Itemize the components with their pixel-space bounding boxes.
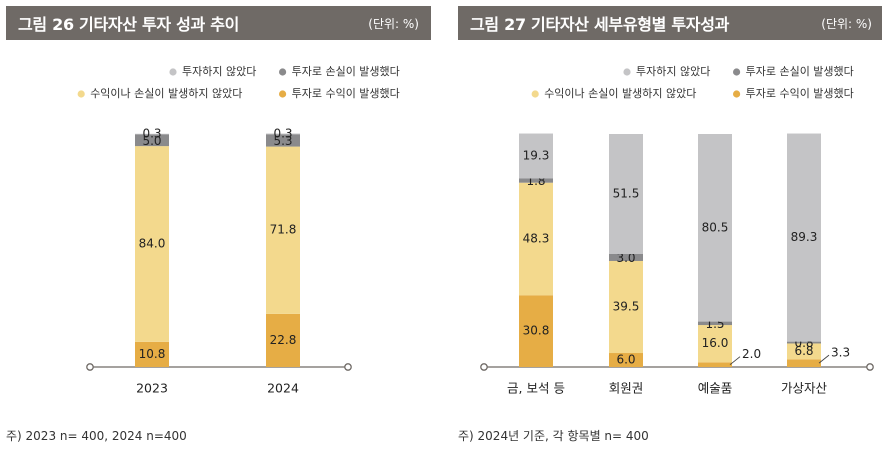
right-data-label-no_gain_no_loss-0: 48.3 <box>523 231 550 245</box>
left-category-label-0: 2023 <box>136 381 168 396</box>
left-legend-swatch-loss <box>279 68 287 76</box>
right-legend-label-no_gain_no_loss: 수익이나 손실이 발생하지 않았다 <box>544 86 696 100</box>
right-data-label-not_invested-3: 89.3 <box>791 230 818 244</box>
right-bar-not_invested-3 <box>787 133 821 342</box>
right-legend-swatch-gain <box>733 90 741 98</box>
right-legend-label-not_invested: 투자하지 않았다 <box>636 64 710 78</box>
right-bar-gain-1 <box>609 353 643 367</box>
right-bar-not_invested-0 <box>519 133 553 179</box>
right-category-label-1: 회원권 <box>609 381 644 396</box>
left-category-label-1: 2024 <box>267 381 299 396</box>
left-legend-swatch-not_invested <box>169 68 177 76</box>
right-bar-gain-0 <box>519 295 553 367</box>
right-legend-swatch-loss <box>733 68 741 76</box>
left-legend-label-no_gain_no_loss: 수익이나 손실이 발생하지 않았다 <box>90 86 242 100</box>
right-legend-swatch-no_gain_no_loss <box>531 90 539 98</box>
chart-title-bar-right: 그림 27 기타자산 세부유형별 투자성과 (단위: %) <box>458 6 882 40</box>
left-bar-no_gain_no_loss-1 <box>266 146 300 314</box>
right-bar-not_invested-1 <box>609 134 643 254</box>
right-data-label-gain-1: 6.0 <box>616 353 635 367</box>
left-bar-no_gain_no_loss-0 <box>135 146 169 342</box>
left-data-label-not_invested-0: 0.3 <box>142 127 161 141</box>
right-legend-label-gain: 투자로 수익이 발생했다 <box>746 87 854 100</box>
right-data-label-loss-1: 3.0 <box>616 251 635 265</box>
chart-title-bar-left: 그림 26 기타자산 투자 성과 추이 (단위: %) <box>6 6 431 40</box>
right-data-label-gain-3: 3.3 <box>831 346 850 360</box>
right-leader-gain-3 <box>818 354 830 364</box>
right-data-label-no_gain_no_loss-2: 16.0 <box>702 336 729 350</box>
right-bar-loss-3 <box>787 341 821 344</box>
left-bar-loss-1 <box>266 134 300 147</box>
right-leader-gain-2 <box>729 356 741 366</box>
right-bar-no_gain_no_loss-3 <box>787 343 821 360</box>
left-axis-end-right <box>344 363 352 371</box>
right-legend-label-loss: 투자로 손실이 발생했다 <box>746 65 854 78</box>
unit-label-right: (단위: %) <box>821 16 872 31</box>
right-bar-loss-0 <box>519 178 553 183</box>
left-data-label-gain-1: 22.8 <box>270 333 297 347</box>
chart-title-left: 그림 26 기타자산 투자 성과 추이 <box>18 15 240 34</box>
right-data-label-not_invested-0: 19.3 <box>523 149 550 163</box>
right-bar-loss-2 <box>698 321 732 326</box>
left-data-label-loss-1: 5.3 <box>273 134 292 148</box>
left-bar-loss-0 <box>135 134 169 147</box>
right-category-label-0: 금, 보석 등 <box>507 381 565 396</box>
right-bar-loss-1 <box>609 253 643 261</box>
left-bar-gain-1 <box>266 313 300 367</box>
right-bar-no_gain_no_loss-1 <box>609 260 643 354</box>
right-bar-gain-2 <box>698 362 732 367</box>
left-bar-not_invested-0 <box>135 133 169 135</box>
left-legend-swatch-gain <box>279 90 287 98</box>
left-axis-end-left <box>86 363 94 371</box>
left-data-label-no_gain_no_loss-0: 84.0 <box>139 236 166 250</box>
left-legend-label-loss: 투자로 손실이 발생했다 <box>292 65 400 78</box>
right-bar-no_gain_no_loss-0 <box>519 182 553 296</box>
left-bar-gain-0 <box>135 341 169 367</box>
right-bar-no_gain_no_loss-2 <box>698 325 732 363</box>
footnote-right: 주) 2024년 기준, 각 항목별 n= 400 <box>458 429 649 443</box>
right-data-label-gain-2: 2.0 <box>742 347 761 361</box>
right-legend-swatch-not_invested <box>623 68 631 76</box>
right-category-label-2: 예술품 <box>698 381 733 396</box>
left-data-label-loss-0: 5.0 <box>142 134 161 148</box>
right-data-label-not_invested-2: 80.5 <box>702 220 729 234</box>
right-data-label-no_gain_no_loss-1: 39.5 <box>613 300 640 314</box>
right-category-label-3: 가상자산 <box>781 381 828 396</box>
right-bar-gain-3 <box>787 359 821 367</box>
unit-label-left: (단위: %) <box>368 16 419 31</box>
right-data-label-gain-0: 30.8 <box>523 324 550 338</box>
footnote-left: 주) 2023 n= 400, 2024 n=400 <box>6 429 187 443</box>
left-data-label-not_invested-1: 0.3 <box>273 126 292 140</box>
left-legend-label-not_invested: 투자하지 않았다 <box>182 64 256 78</box>
left-data-label-gain-0: 10.8 <box>139 347 166 361</box>
right-axis-end-right <box>866 363 874 371</box>
right-data-label-not_invested-1: 51.5 <box>613 186 640 200</box>
chart-title-right: 그림 27 기타자산 세부유형별 투자성과 <box>470 15 730 34</box>
right-data-label-no_gain_no_loss-3: 6.8 <box>794 344 813 358</box>
left-legend-label-gain: 투자로 수익이 발생했다 <box>292 87 400 100</box>
right-axis-end-left <box>480 363 488 371</box>
left-legend-swatch-no_gain_no_loss <box>77 90 85 98</box>
right-bar-not_invested-2 <box>698 134 732 322</box>
left-data-label-no_gain_no_loss-1: 71.8 <box>270 223 297 237</box>
left-bar-not_invested-1 <box>266 133 300 135</box>
